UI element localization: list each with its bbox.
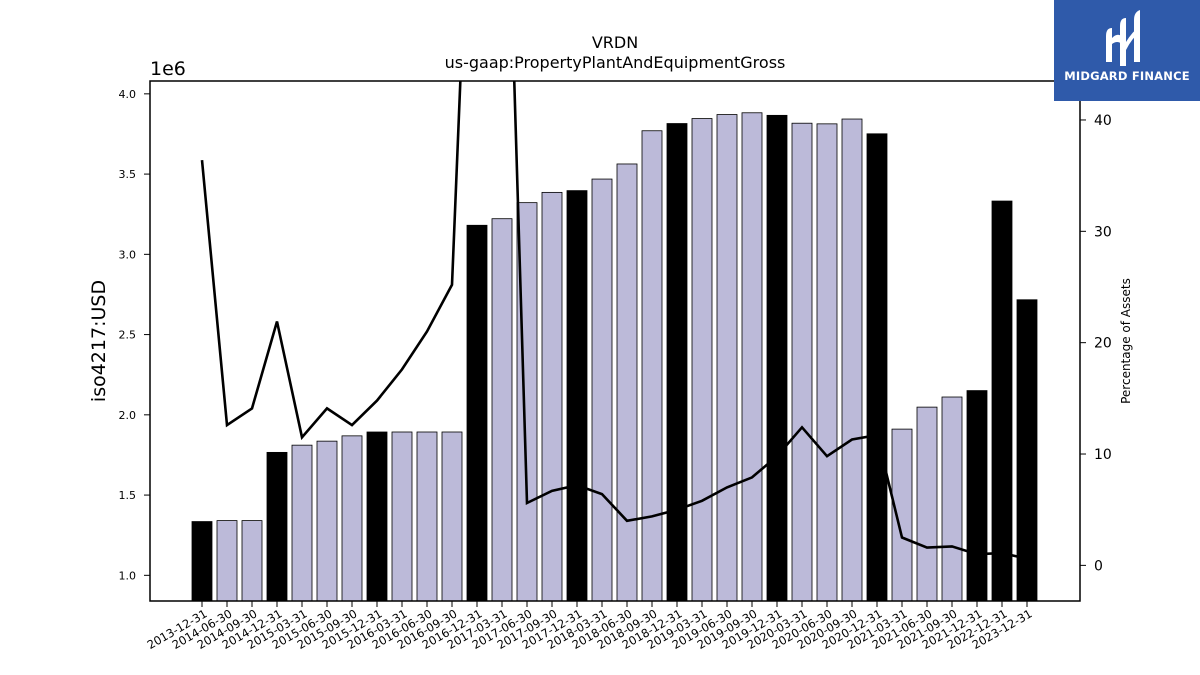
- y-tick-label: 2.0: [119, 409, 137, 422]
- bar: [466, 224, 488, 602]
- bar: [291, 444, 313, 602]
- bar: [241, 520, 263, 602]
- bar: [591, 178, 613, 602]
- bar: [666, 123, 688, 602]
- bar: [541, 191, 563, 602]
- bar: [416, 431, 438, 602]
- bar: [191, 521, 213, 602]
- bar: [891, 428, 913, 602]
- bar: [391, 431, 413, 602]
- bar: [816, 123, 838, 602]
- bar: [741, 112, 763, 602]
- bar: [266, 451, 288, 602]
- plot-area: 1.01.52.02.53.03.54.00102030402013-12-31…: [119, 81, 1112, 652]
- y-tick-label: 3.0: [119, 248, 137, 261]
- y-axis-label: iso4217:USD: [88, 280, 110, 402]
- bar: [616, 163, 638, 602]
- bar: [966, 390, 988, 602]
- bar: [866, 133, 888, 602]
- y-tick-label: 4.0: [119, 88, 137, 101]
- bar: [366, 431, 388, 602]
- bar: [691, 118, 713, 602]
- bar: [991, 200, 1013, 602]
- y-tick-label: 1.5: [119, 489, 137, 502]
- bar: [216, 520, 238, 602]
- bar: [441, 431, 463, 602]
- bar: [491, 218, 513, 602]
- bar: [941, 396, 963, 602]
- bar: [316, 440, 338, 602]
- chart-subtitle: us-gaap:PropertyPlantAndEquipmentGross: [445, 53, 786, 72]
- bar: [841, 118, 863, 602]
- bar: [566, 190, 588, 602]
- y2-axis-label: Percentage of Assets: [1119, 278, 1133, 404]
- bar: [716, 114, 738, 602]
- bar: [791, 122, 813, 602]
- y2-tick-label: 10: [1094, 447, 1112, 463]
- percentage-of-assets-line: [200, 81, 1028, 560]
- brand-logo: MIDGARD FINANCE: [1054, 0, 1200, 101]
- y2-tick-label: 40: [1094, 113, 1112, 129]
- bar: [341, 435, 363, 602]
- y2-tick-label: 20: [1094, 336, 1112, 352]
- y-tick-label: 3.5: [119, 168, 137, 181]
- bar: [766, 114, 788, 602]
- bar: [916, 406, 938, 602]
- y-tick-label: 2.5: [119, 329, 137, 342]
- midgard-logo-icon: [1106, 10, 1140, 66]
- logo-text: MIDGARD FINANCE: [1064, 69, 1190, 83]
- y2-tick-label: 30: [1094, 224, 1112, 240]
- bar: [641, 130, 663, 602]
- plot-frame: [149, 80, 1081, 602]
- y-tick-label: 1.0: [119, 569, 137, 582]
- chart-title: VRDN: [592, 33, 638, 52]
- y-offset-label: 1e6: [150, 58, 186, 80]
- y2-tick-label: 0: [1094, 558, 1103, 574]
